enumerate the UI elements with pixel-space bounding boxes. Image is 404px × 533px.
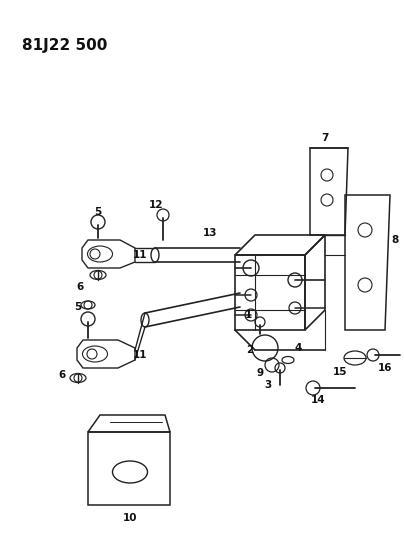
Text: 6: 6 bbox=[58, 370, 65, 380]
Text: 3: 3 bbox=[264, 380, 271, 390]
Text: 7: 7 bbox=[321, 133, 329, 143]
Text: 10: 10 bbox=[123, 513, 137, 523]
Text: 1: 1 bbox=[244, 310, 252, 320]
Text: 11: 11 bbox=[133, 250, 147, 260]
Text: 9: 9 bbox=[257, 368, 263, 378]
Text: 6: 6 bbox=[76, 282, 84, 292]
Text: 8: 8 bbox=[391, 235, 399, 245]
Text: 13: 13 bbox=[203, 228, 217, 238]
Text: 16: 16 bbox=[378, 363, 392, 373]
Text: 14: 14 bbox=[311, 395, 325, 405]
Text: 5: 5 bbox=[74, 302, 82, 312]
Text: 11: 11 bbox=[133, 350, 147, 360]
Text: 4: 4 bbox=[294, 343, 302, 353]
Text: 12: 12 bbox=[149, 200, 163, 210]
Text: 5: 5 bbox=[95, 207, 102, 217]
Text: 2: 2 bbox=[246, 345, 254, 355]
Text: 81J22 500: 81J22 500 bbox=[22, 38, 107, 53]
Text: 15: 15 bbox=[333, 367, 347, 377]
